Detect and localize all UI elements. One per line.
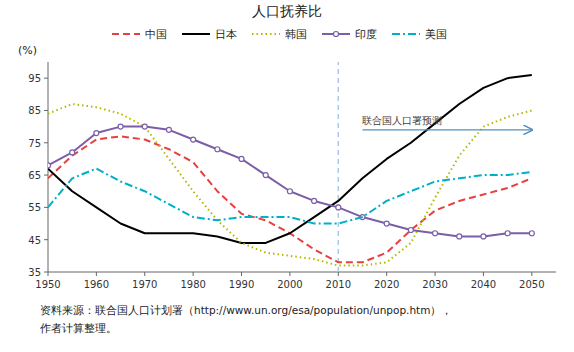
x-tick <box>96 272 97 276</box>
x-tick <box>386 272 387 276</box>
y-tick-label: 65 <box>28 170 41 181</box>
point <box>433 231 438 236</box>
x-tick <box>48 272 49 276</box>
y-tick <box>44 110 48 111</box>
point <box>118 124 123 129</box>
y-tick-label: 85 <box>28 105 41 116</box>
point <box>166 127 171 132</box>
x-tick <box>338 272 339 276</box>
x-tick-label: 1950 <box>35 279 60 290</box>
series-line <box>48 169 532 224</box>
reference-line <box>338 62 340 272</box>
y-tick <box>44 78 48 79</box>
annotation-arrow <box>362 129 531 130</box>
legend-marker <box>334 32 339 37</box>
x-tick <box>435 272 436 276</box>
series-line <box>48 104 532 266</box>
series-line <box>48 75 532 243</box>
x-tick-label: 1990 <box>229 279 254 290</box>
x-tick-label: 2040 <box>471 279 496 290</box>
point <box>239 156 244 161</box>
legend-label: 中国 <box>145 28 167 41</box>
x-tick <box>144 272 145 276</box>
y-tick-label: 35 <box>28 267 41 278</box>
point <box>287 189 292 194</box>
legend: 中国 日本 韩国 印度 美国 <box>112 28 447 41</box>
x-tick <box>531 272 532 276</box>
point <box>457 234 462 239</box>
point <box>408 228 413 233</box>
legend-label: 韩国 <box>285 28 307 41</box>
x-tick-label: 1960 <box>84 279 109 290</box>
legend-label: 美国 <box>425 28 447 41</box>
x-tick-label: 2020 <box>374 279 399 290</box>
plot-area <box>48 62 534 272</box>
x-tick <box>241 272 242 276</box>
point <box>70 150 75 155</box>
x-tick-label: 2000 <box>277 279 302 290</box>
y-tick-label: 55 <box>28 202 41 213</box>
y-tick-label: 95 <box>28 73 41 84</box>
legend-swatch <box>182 33 210 35</box>
point <box>505 231 510 236</box>
x-tick-label: 1970 <box>132 279 157 290</box>
point <box>94 131 99 136</box>
point <box>481 234 486 239</box>
point <box>263 173 268 178</box>
point <box>312 198 317 203</box>
legend-label: 日本 <box>215 28 237 41</box>
point <box>529 231 534 236</box>
y-tick <box>44 239 48 240</box>
source-note: 作者计算整理。 <box>39 322 117 334</box>
y-tick <box>44 207 48 208</box>
point <box>48 163 51 168</box>
x-tick-label: 1980 <box>180 279 205 290</box>
x-tick-label: 2010 <box>326 279 351 290</box>
y-tick <box>44 142 48 143</box>
point <box>191 137 196 142</box>
x-tick <box>193 272 194 276</box>
legend-label: 印度 <box>355 28 377 41</box>
source-note: 资料来源：联合国人口计划署（http://www.un.org/esa/popu… <box>40 304 452 316</box>
chart: 人口抚养比中国 日本 韩国 印度 美国 (%) 35 45 55 65 75 85 95 1950 1960… <box>0 0 574 352</box>
title: 人口抚养比 <box>252 3 322 19</box>
legend-swatch <box>252 33 280 35</box>
x-tick-label: 2050 <box>519 279 544 290</box>
y-axis-label: (%) <box>18 44 37 57</box>
legend-swatch <box>392 33 420 35</box>
x-tick <box>289 272 290 276</box>
x-axis-line <box>48 272 556 273</box>
point <box>142 124 147 129</box>
y-tick <box>44 272 48 273</box>
x-tick <box>483 272 484 276</box>
annotation: 联合国人口署预测 <box>362 115 442 126</box>
y-tick-label: 75 <box>28 138 41 149</box>
y-tick-label: 45 <box>28 235 41 246</box>
series-line <box>48 127 532 237</box>
y-tick <box>44 175 48 176</box>
legend-swatch <box>112 33 140 35</box>
series-line <box>48 136 532 262</box>
point <box>384 221 389 226</box>
point <box>336 205 341 210</box>
x-tick-label: 2030 <box>422 279 447 290</box>
point <box>215 147 220 152</box>
